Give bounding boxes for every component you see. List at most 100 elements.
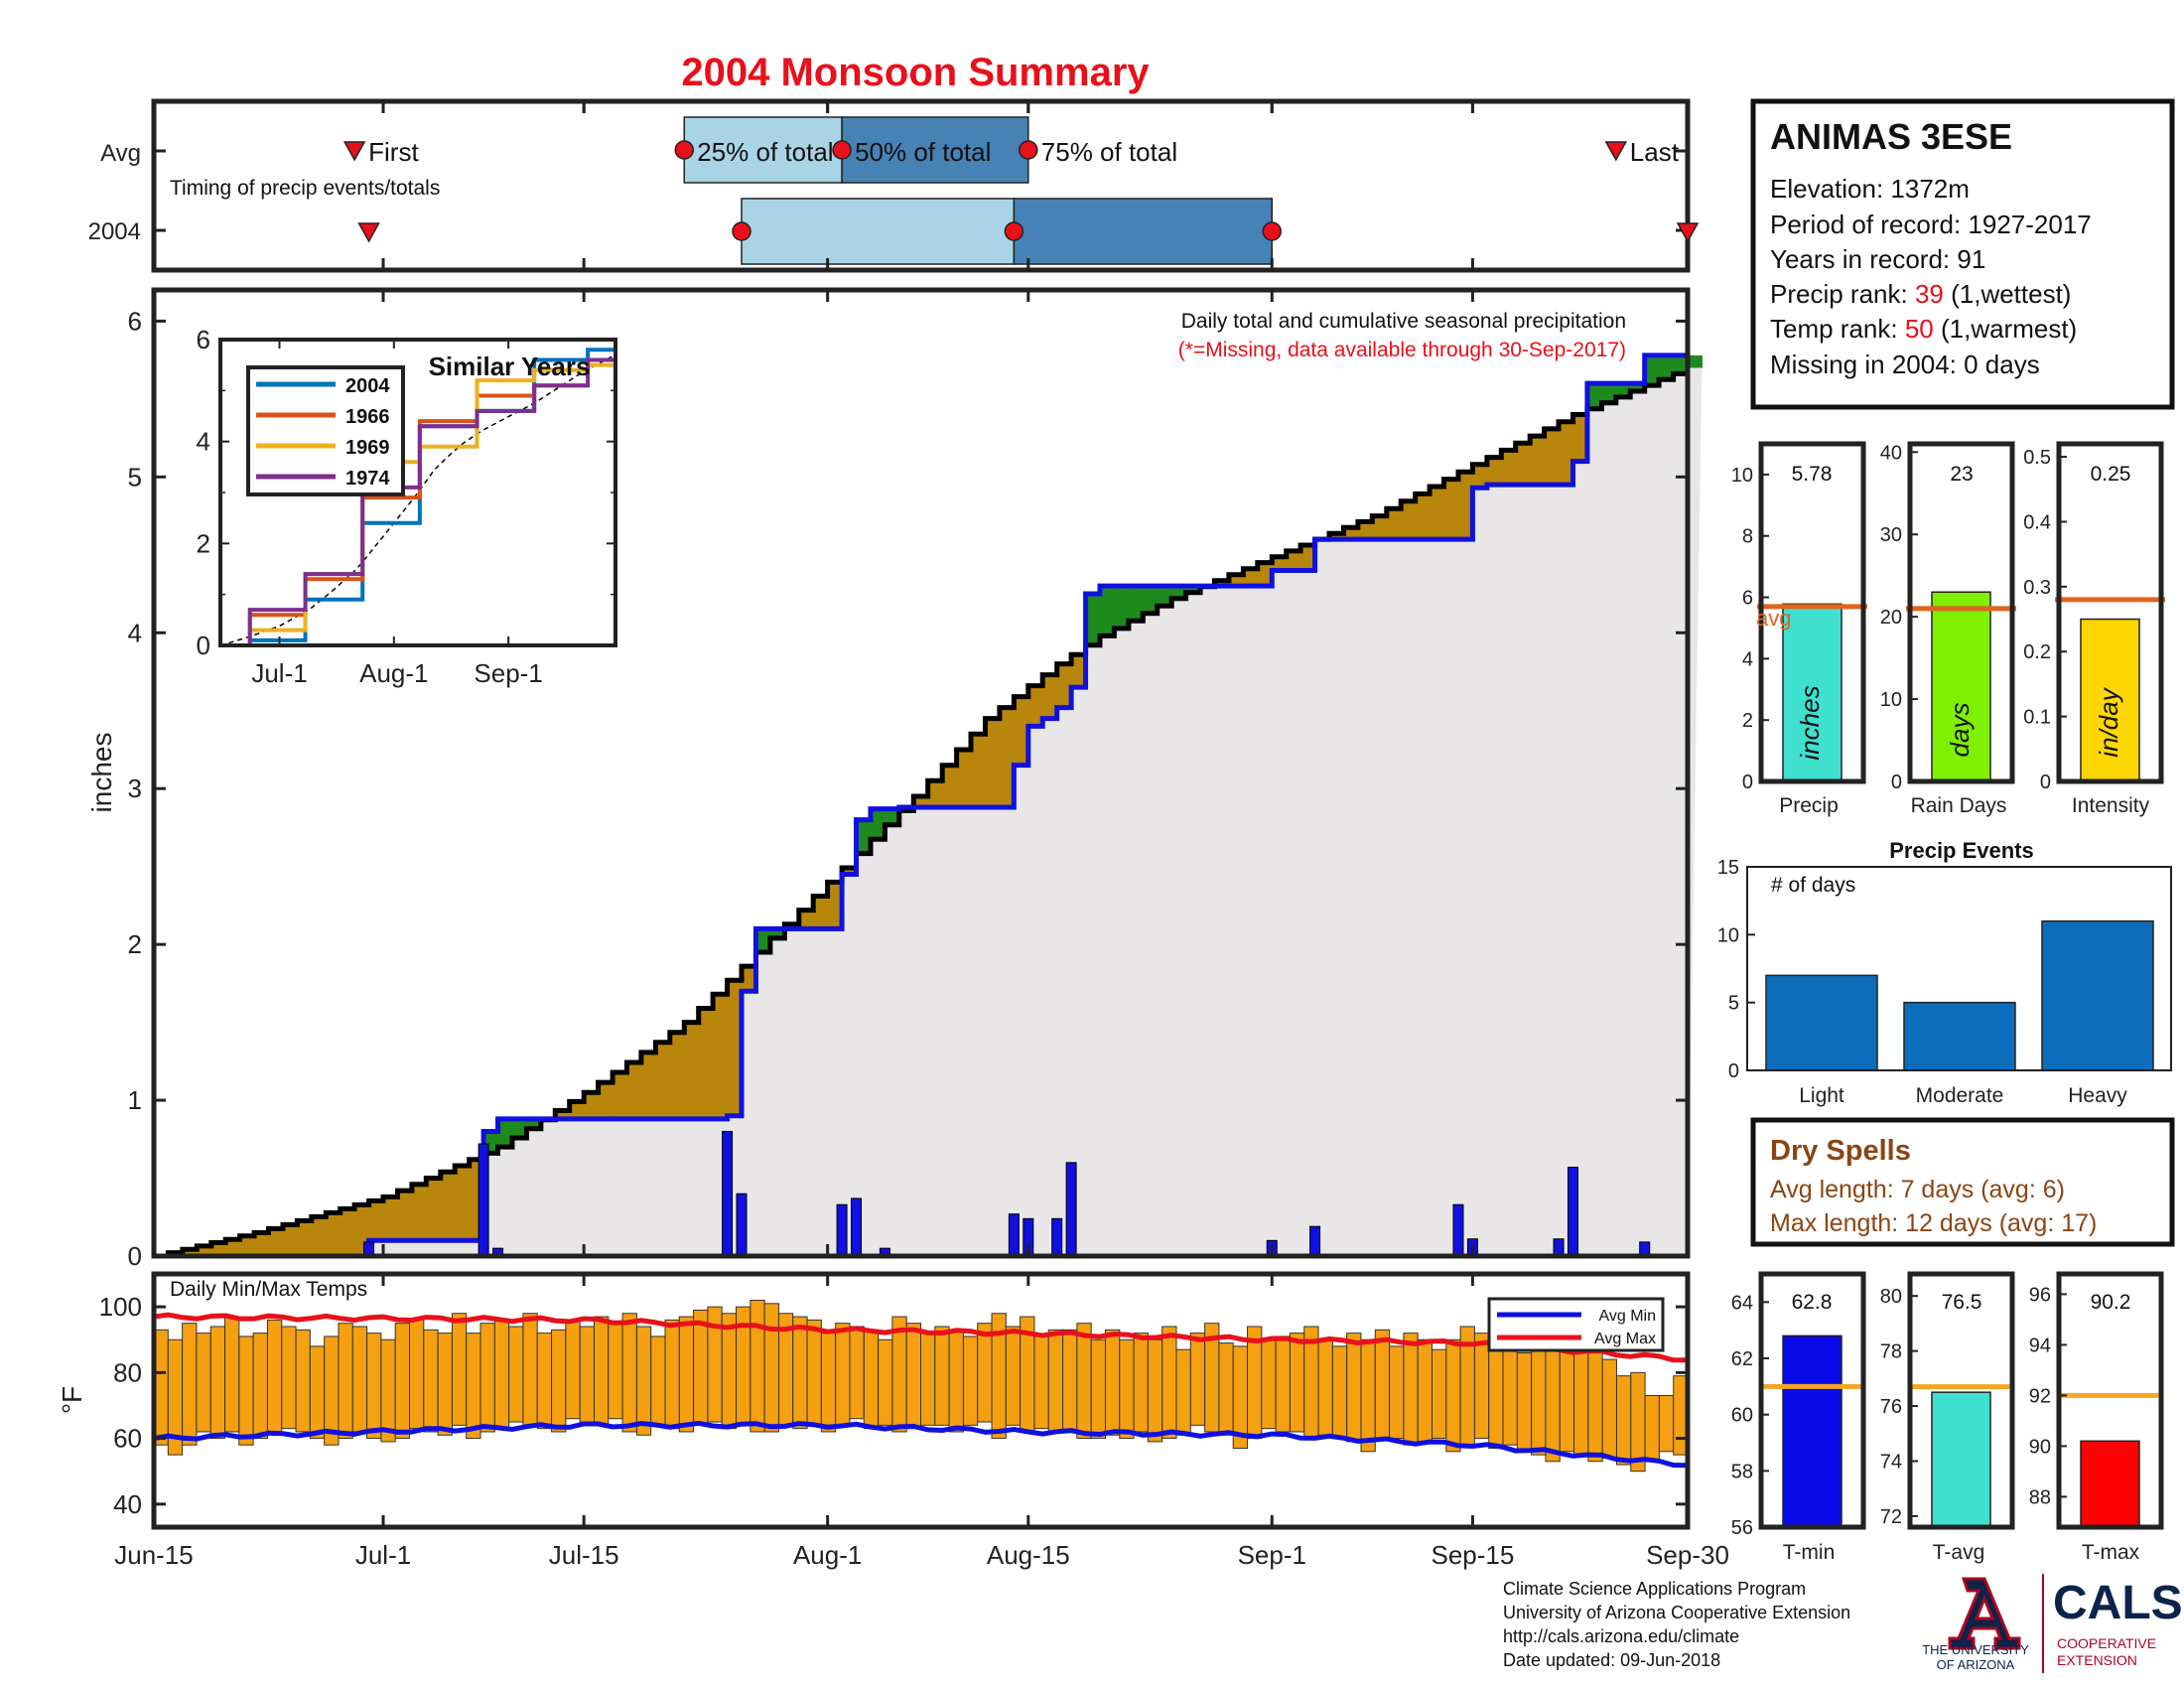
precip-total-value: 5.78 [1792,463,1833,486]
daily-temp-bar [1218,1342,1234,1436]
legend-label-1966: 1966 [345,406,390,428]
main-y-tick-label: 5 [128,462,142,492]
station-missing: Missing in 2004: 0 days [1770,350,2040,379]
rain-days-chart-frame [1907,441,2015,784]
temp-rank-value: 50 [1905,314,1934,344]
avg-above-observed-fill [1027,685,1043,727]
legend-label-avg-min: Avg Min [1598,1308,1656,1325]
avg-above-observed-fill [1559,421,1573,486]
temp-summary-tick-label: 60 [1731,1405,1753,1427]
avg-above-observed-fill [1214,580,1230,587]
daily-temp-bar [1119,1338,1135,1440]
daily-temp-bar [1445,1338,1461,1453]
daily-temp-bar [1573,1348,1589,1456]
daily-temp-bar [1601,1358,1617,1459]
season-summary-charts: 0 2 4 6 8 10 5.78 avg inches Precip 0 10 20 30 40… [1731,441,2165,817]
avg-q50-q75-box [841,116,1029,184]
avg-above-observed-fill [1457,472,1473,540]
summary-tick-label: 2 [1742,710,1753,732]
avg-above-observed-fill [842,867,858,875]
main-y-tick-label: 0 [128,1241,142,1271]
daily-precip-bar [478,1143,489,1257]
avg-q25-marker [674,140,695,160]
temp-summary-tick-label: 64 [1731,1292,1753,1314]
tmin-bar [1782,1335,1843,1528]
daily-temp-bar [608,1323,623,1420]
daily-temp-bar [1275,1336,1291,1433]
rain-days-chart-label: Rain Days [1911,794,2007,817]
legend-label-avg-max: Avg Max [1594,1331,1656,1347]
daily-temp-bar [366,1333,382,1440]
daily-temp-bar [1360,1338,1376,1453]
tmin-chart-frame [1758,1271,1866,1530]
avg-above-observed-fill [1228,574,1244,587]
daily-temp-bar [1104,1329,1121,1436]
temp-y-tick-label: 80 [113,1357,142,1387]
avg-above-observed-fill [927,780,943,808]
observed-above-avg-fill [769,928,785,938]
daily-temp-bar [579,1326,595,1423]
event-bar [1765,974,1878,1071]
avg-above-observed-fill [254,1232,270,1256]
daily-temp-bar [1432,1348,1447,1440]
avg-above-observed-fill [1544,428,1560,486]
daily-temp-bar [493,1319,510,1430]
year-q50-marker [1004,221,1024,241]
avg-last-marker [1604,141,1628,162]
date-tick-label: Sep-30 [1646,1540,1729,1570]
observed-above-avg-fill [1601,383,1617,403]
station-temp-rank: Temp rank: 50 (1,warmest) [1770,314,2077,344]
station-name: ANIMAS 3ESE [1770,116,2012,157]
rain-days-chart-ticks: 0 10 20 30 40 [1880,442,1918,793]
tavg-chart-frame [1907,1271,2015,1530]
daily-precip-bar [836,1203,848,1257]
tmin-label: T-min [1783,1541,1836,1564]
temp-y-tick-label: 60 [113,1424,142,1454]
avg-above-observed-fill [1357,521,1373,540]
avg-above-observed-fill [742,966,756,992]
avg-above-observed-fill [225,1239,241,1256]
year-q50-q75-box [1013,198,1274,265]
avg-above-observed-fill [1515,443,1531,486]
avg-above-observed-fill [455,1165,471,1241]
avg-above-observed-fill [411,1184,427,1241]
cals-wordmark: CALS [2053,1577,2183,1629]
daily-temp-bar [678,1316,695,1433]
daily-temp-bar [1090,1338,1106,1440]
daily-temp-bar [1644,1395,1660,1463]
footer-line-3: http://cals.arizona.edu/climate [1503,1626,1739,1646]
daily-temp-bar [1374,1329,1391,1440]
tavg-value: 76.5 [1942,1291,1982,1314]
events-tick-label: 5 [1728,993,1739,1015]
avg-q75-marker [1019,140,1038,160]
events-tick-label: 0 [1728,1060,1739,1082]
temp-plot-frame [151,1271,1691,1530]
summary-tick-label: 20 [1880,607,1902,629]
event-bar [1903,1001,2016,1071]
observed-above-avg-fill [1586,383,1602,409]
tavg-chart: 72 74 76 78 80 76.5 T-avg [1880,1271,2015,1564]
daily-precip-bar [1008,1213,1020,1257]
daily-temp-bar [1615,1375,1632,1466]
dry-spells-max-length: Max length: 12 days (avg: 17) [1770,1209,2097,1237]
cals-sub-line-2: EXTENSION [2057,1652,2137,1668]
rain-days-unit: days [1945,703,1975,758]
daily-temp-bar [1033,1336,1049,1430]
daily-temp-bar [1630,1371,1646,1473]
avg-above-observed-fill [1486,457,1502,486]
station-info-box: ANIMAS 3ESE Elevation: 1372m Period of r… [1750,98,2175,410]
temp-summary-tick-label: 90 [2029,1436,2051,1458]
daily-temp-bar [536,1333,553,1430]
daily-temp-bar [1389,1345,1405,1440]
summary-tick-label: 0.5 [2023,447,2051,469]
avg-above-observed-fill [340,1208,355,1256]
inset-x-tick-label: Jul-1 [251,658,307,688]
ua-logo-line-1: THE UNIVERSITY [1922,1642,2029,1657]
summary-tick-label: 6 [1742,588,1753,610]
q50-label: 50% of total [855,137,991,167]
avg-above-observed-fill [1386,508,1402,540]
avg-above-observed-fill [1343,527,1359,540]
daily-temp-bar [1005,1326,1022,1426]
daily-temp-bar [664,1319,680,1430]
temp-summary-tick-label: 74 [1880,1451,1902,1473]
